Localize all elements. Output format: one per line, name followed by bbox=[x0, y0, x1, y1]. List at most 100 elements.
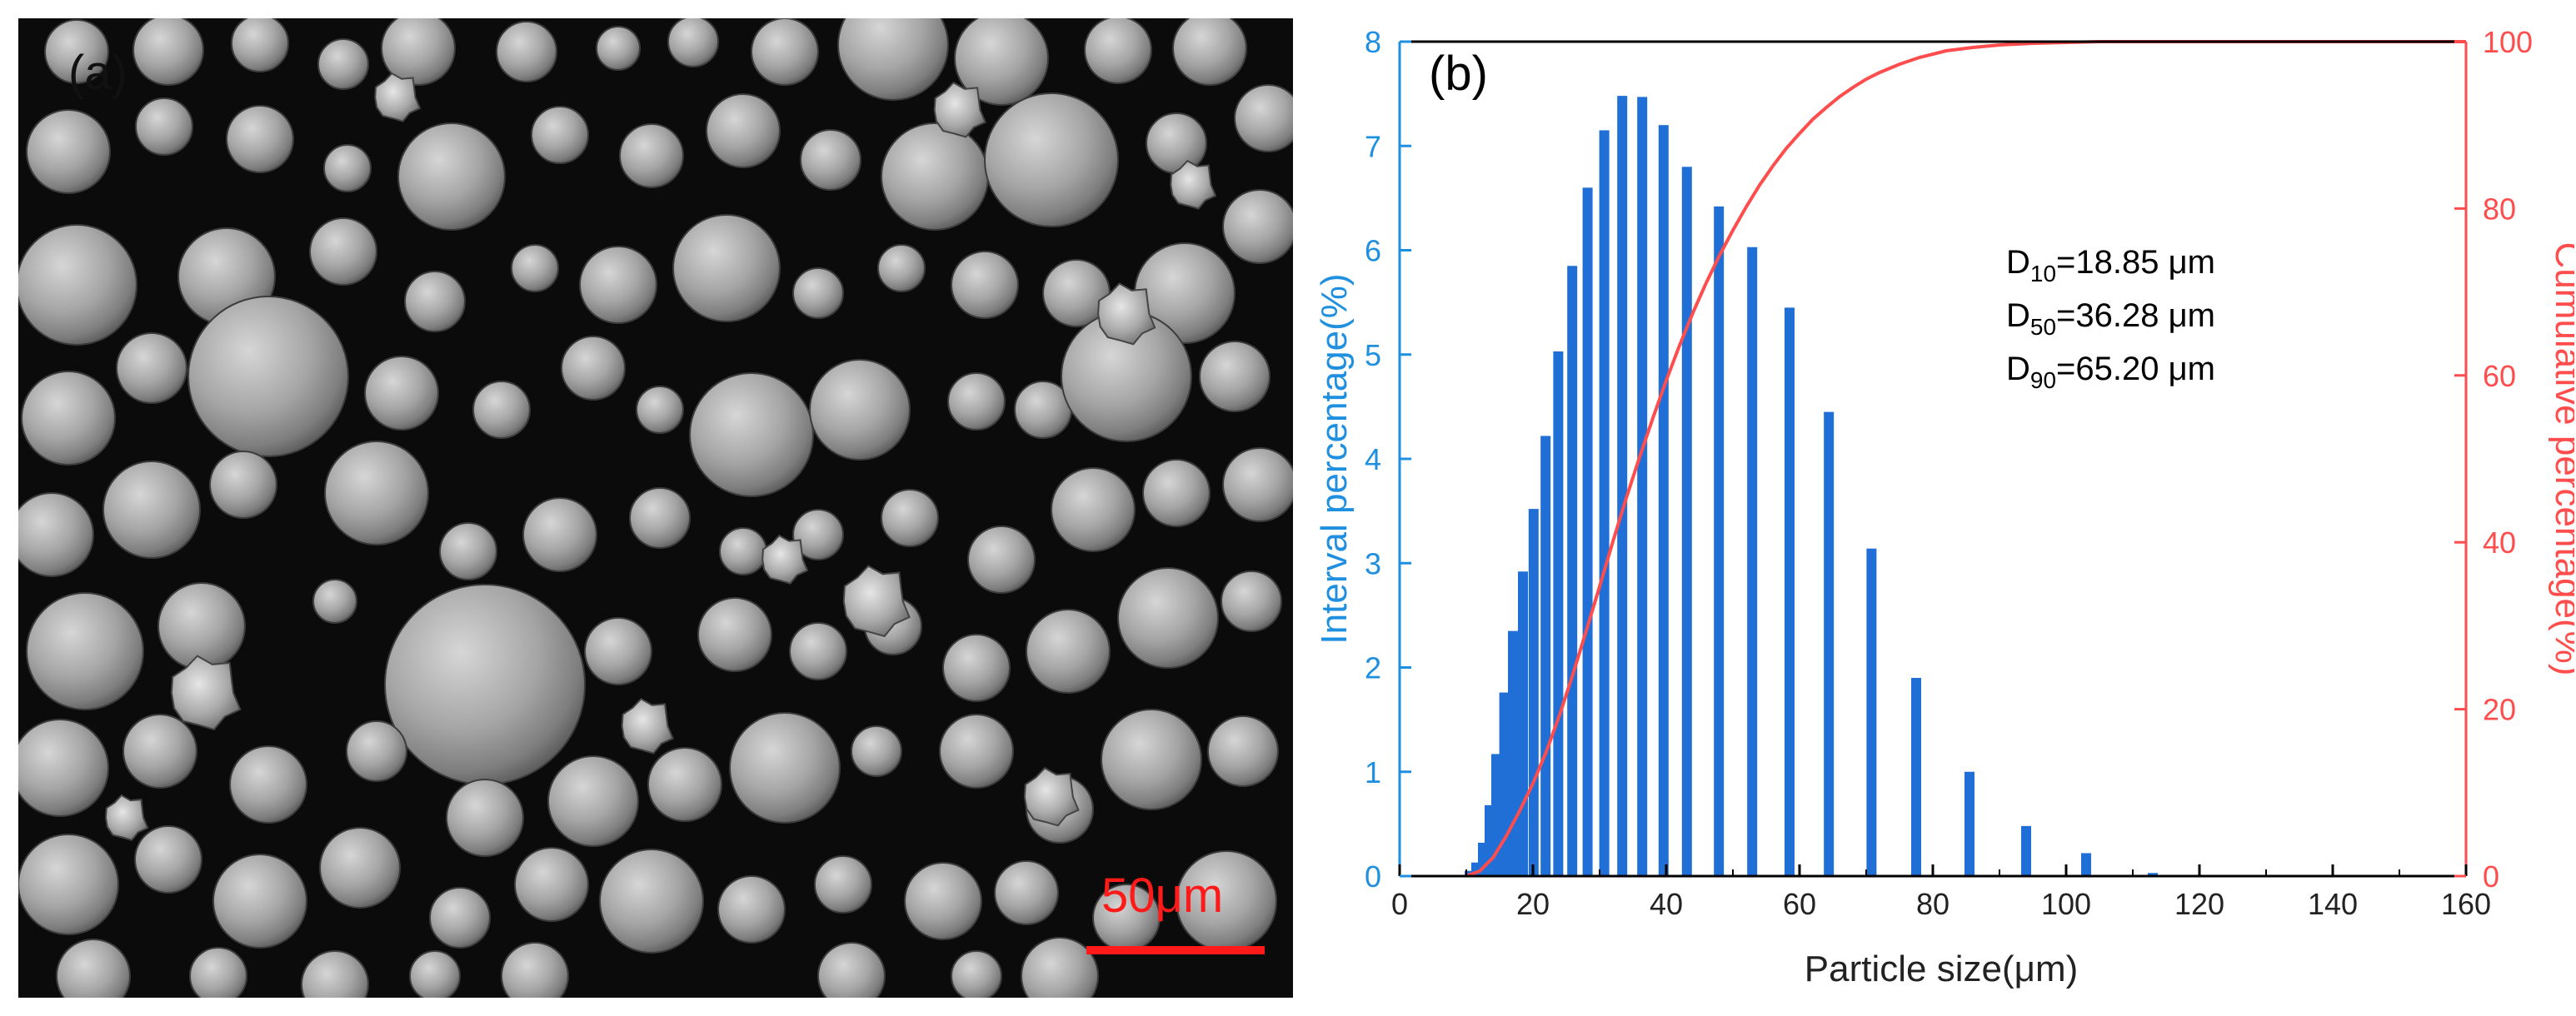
powder-particle bbox=[547, 755, 639, 847]
cumulative-line bbox=[1465, 40, 2466, 878]
x-tick-label: 80 bbox=[1916, 887, 1949, 921]
powder-particle bbox=[187, 296, 349, 457]
powder-particle bbox=[672, 214, 781, 322]
histogram-bar bbox=[1681, 167, 1692, 877]
y2-tick-label: 40 bbox=[2483, 525, 2516, 560]
powder-particle bbox=[26, 109, 111, 194]
powder-particle bbox=[122, 714, 197, 789]
particle-size-chart: 0 20 40 60 80 100 120 140 1600123456780204060801… bbox=[1314, 25, 2574, 989]
histogram-bar bbox=[1866, 548, 1877, 876]
powder-particle bbox=[954, 18, 1049, 106]
x-tick-label: 160 bbox=[2441, 887, 2491, 921]
powder-particle bbox=[309, 217, 377, 286]
x-tick-label: 140 bbox=[2308, 887, 2358, 921]
powder-particle bbox=[18, 492, 94, 577]
powder-particle bbox=[881, 122, 989, 231]
powder-particle bbox=[381, 18, 456, 86]
y2-tick-label: 60 bbox=[2483, 359, 2516, 393]
irregular-particle bbox=[933, 81, 986, 138]
histogram-bar bbox=[1567, 266, 1578, 877]
y-tick-label: 0 bbox=[1365, 859, 1381, 894]
powder-particle bbox=[1051, 467, 1136, 552]
powder-particle bbox=[231, 18, 289, 72]
irregular-particle bbox=[170, 655, 242, 731]
irregular-particle bbox=[1097, 282, 1156, 346]
irregular-particle bbox=[621, 697, 674, 755]
histogram-bar bbox=[1747, 247, 1758, 876]
x-tick-label: 60 bbox=[1783, 887, 1816, 921]
scale-bar bbox=[1086, 946, 1265, 954]
powder-particle bbox=[212, 854, 307, 949]
histogram-bar bbox=[1582, 187, 1593, 877]
histogram-bar bbox=[1714, 206, 1725, 876]
powder-particle bbox=[1026, 609, 1111, 694]
powder-particle bbox=[1101, 709, 1202, 810]
x-axis-title: Particle size(μm) bbox=[1805, 949, 2079, 989]
powder-particle bbox=[1222, 447, 1293, 522]
powder-particle bbox=[1221, 570, 1282, 632]
powder-particle bbox=[647, 747, 722, 822]
powder-particle bbox=[904, 862, 982, 940]
irregular-particle bbox=[1023, 767, 1080, 827]
sem-image-panel: (a) 50μm bbox=[18, 18, 1293, 998]
histogram-bar bbox=[1637, 97, 1648, 876]
powder-particle bbox=[814, 855, 872, 914]
powder-particle bbox=[994, 860, 1059, 925]
powder-particle bbox=[301, 950, 369, 998]
histogram-bar bbox=[1508, 630, 1518, 876]
annotation-d50: D50=36.28 μm bbox=[2006, 297, 2215, 340]
powder-particle bbox=[514, 847, 589, 922]
powder-particle bbox=[706, 93, 781, 168]
y-tick-label: 1 bbox=[1365, 755, 1381, 789]
powder-particle bbox=[189, 947, 247, 998]
powder-particle bbox=[397, 122, 506, 231]
histogram-bar bbox=[1540, 436, 1551, 876]
histogram-bar bbox=[1528, 509, 1539, 876]
powder-particle bbox=[789, 622, 847, 680]
powder-particle bbox=[851, 725, 902, 777]
histogram-bar bbox=[2081, 853, 2091, 876]
powder-particle bbox=[817, 942, 886, 998]
powder-particle bbox=[501, 942, 569, 998]
powder-particle bbox=[1021, 937, 1099, 998]
powder-particle bbox=[135, 97, 193, 156]
powder-particle bbox=[792, 267, 844, 319]
powder-particle bbox=[1142, 459, 1211, 527]
powder-particle bbox=[18, 224, 137, 346]
irregular-particle bbox=[374, 72, 422, 122]
powder-particle bbox=[364, 356, 439, 431]
powder-particle bbox=[561, 336, 626, 401]
powder-particle bbox=[967, 525, 1036, 594]
powder-particle bbox=[511, 244, 559, 292]
powder-particle bbox=[56, 939, 131, 998]
powder-particle bbox=[667, 18, 719, 67]
powder-particle bbox=[729, 712, 841, 824]
histogram-bar bbox=[1518, 571, 1528, 876]
powder-particle bbox=[18, 834, 119, 935]
powder-particle bbox=[951, 950, 1002, 998]
powder-particle bbox=[323, 144, 372, 192]
irregular-particle bbox=[1170, 159, 1217, 210]
powder-particle bbox=[157, 582, 246, 670]
powder-particle bbox=[496, 21, 557, 82]
scale-bar-label: 50μm bbox=[1101, 869, 1224, 923]
powder-particle bbox=[1146, 112, 1207, 174]
powder-particle bbox=[26, 592, 144, 710]
annotation-d90: D90=65.20 μm bbox=[2006, 351, 2215, 393]
x-tick-label: 40 bbox=[1650, 887, 1683, 921]
histogram-bar bbox=[1499, 692, 1510, 876]
powder-particle bbox=[21, 371, 116, 466]
powder-particle bbox=[429, 887, 491, 949]
y2-tick-label: 100 bbox=[2483, 25, 2533, 59]
powder-particle bbox=[584, 617, 652, 685]
histogram-bar bbox=[2148, 873, 2158, 876]
powder-particle bbox=[531, 106, 589, 164]
y2-axis-title: Cumulative percentage(%) bbox=[2548, 242, 2574, 676]
y-tick-label: 7 bbox=[1365, 129, 1381, 163]
sem-micrograph bbox=[18, 18, 1293, 998]
powder-particle bbox=[317, 38, 369, 90]
x-tick-label: 120 bbox=[2174, 887, 2224, 921]
powder-particle bbox=[404, 271, 466, 332]
powder-particle bbox=[439, 522, 497, 580]
powder-particle bbox=[984, 92, 1119, 227]
